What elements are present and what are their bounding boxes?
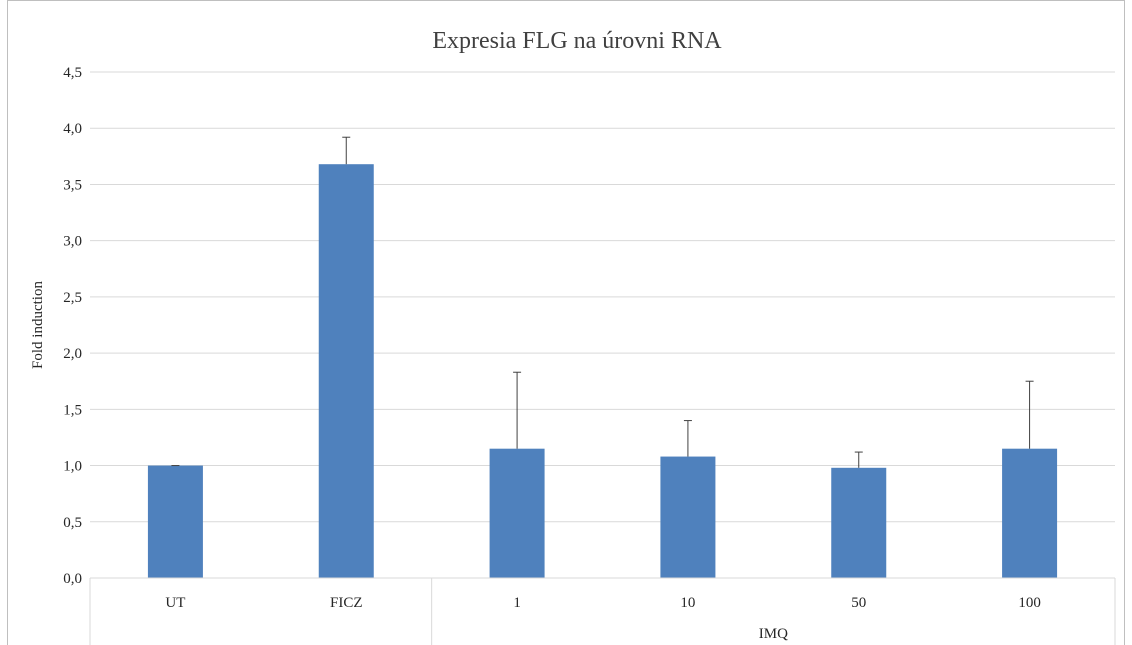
y-tick-label: 3,0 (63, 234, 82, 250)
bar-UT (147, 465, 203, 578)
error-bars (171, 136, 1034, 468)
y-tick-label: 1,0 (63, 459, 82, 475)
x-tick-label: 100 (1018, 595, 1041, 611)
y-tick-label: 2,0 (63, 346, 82, 362)
gridlines (90, 71, 1115, 523)
y-tick-label: 3,5 (63, 177, 82, 193)
x-tick-label: FICZ (330, 595, 363, 611)
bar-FICZ (318, 164, 374, 578)
axes: 0,0 0,5 1,0 1,5 2,0 2,5 3,0 3,5 4,0 4,5 UT FICZ 1 10 5… (63, 65, 1116, 645)
bar-50 (831, 467, 887, 578)
chart-title: Expresia FLG na úrovni RNA (432, 28, 722, 54)
bar-1 (489, 448, 545, 578)
bar-10 (660, 456, 716, 578)
x-tick-label: 50 (851, 595, 866, 611)
y-tick-label: 1,5 (63, 402, 82, 418)
y-tick-label: 4,5 (63, 65, 82, 81)
x-group-label: IMQ (759, 626, 788, 642)
bars (147, 164, 1058, 578)
y-axis-label: Fold induction (30, 281, 46, 369)
y-tick-label: 2,5 (63, 290, 82, 306)
x-tick-label: 10 (680, 595, 695, 611)
y-tick-label: 0,5 (63, 515, 82, 531)
x-tick-label: 1 (513, 595, 521, 611)
bar-100 (1002, 448, 1058, 578)
y-tick-label: 4,0 (63, 121, 82, 137)
x-tick-label: UT (165, 595, 185, 611)
y-tick-label: 0,0 (63, 571, 82, 587)
